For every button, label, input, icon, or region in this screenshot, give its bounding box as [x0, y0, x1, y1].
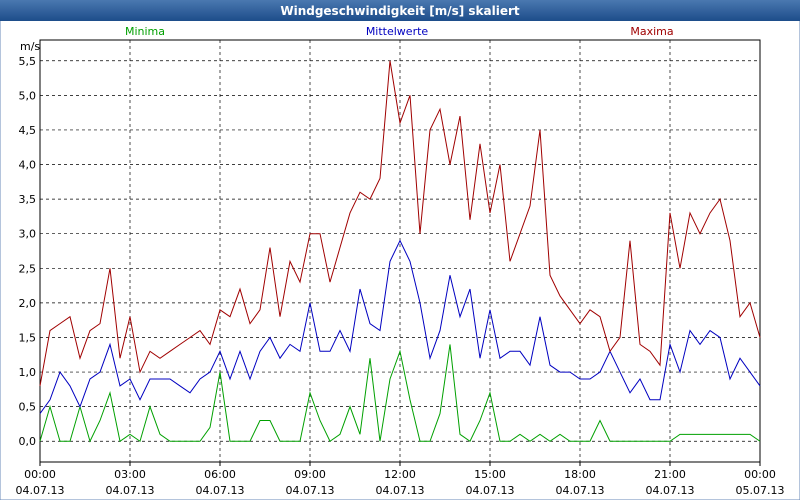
y-tick-label: 2,5 [19, 262, 37, 275]
x-tick-date: 04.07.13 [556, 484, 605, 497]
x-tick-date: 04.07.13 [16, 484, 65, 497]
x-tick-label: 06:00 [204, 468, 236, 481]
chart-title: Windgeschwindigkeit [m/s] skaliert [280, 4, 520, 18]
series-line [39, 60, 761, 386]
y-tick-label: 0,5 [19, 401, 37, 414]
x-tick-date: 04.07.13 [106, 484, 155, 497]
x-tick-label: 00:00 [744, 468, 776, 481]
y-tick-label: 3,5 [19, 193, 37, 206]
y-tick-label: 5,0 [19, 89, 37, 102]
series-line [39, 344, 761, 443]
x-tick-label: 00:00 [24, 468, 56, 481]
x-tick-date: 04.07.13 [286, 484, 335, 497]
series-line [39, 239, 761, 414]
legend-label: Mittelwerte [366, 25, 429, 38]
y-tick-label: 4,0 [19, 159, 37, 172]
y-tick-label: 0,0 [19, 435, 37, 448]
legend-label: Maxima [630, 25, 673, 38]
y-tick-label: 2,0 [19, 297, 37, 310]
y-unit: m/s [20, 40, 40, 53]
title-bar [0, 0, 800, 21]
x-tick-label: 09:00 [294, 468, 326, 481]
x-tick-label: 12:00 [384, 468, 416, 481]
x-tick-label: 03:00 [114, 468, 146, 481]
x-tick-date: 05.07.13 [736, 484, 785, 497]
y-tick-label: 1,5 [19, 331, 37, 344]
legend-label: Minima [125, 25, 165, 38]
y-tick-label: 1,0 [19, 366, 37, 379]
x-tick-label: 21:00 [654, 468, 686, 481]
x-tick-date: 04.07.13 [196, 484, 245, 497]
x-tick-date: 04.07.13 [376, 484, 425, 497]
x-tick-label: 18:00 [564, 468, 596, 481]
y-tick-label: 3,0 [19, 228, 37, 241]
x-tick-date: 04.07.13 [466, 484, 515, 497]
y-tick-label: 5,5 [19, 55, 37, 68]
y-tick-label: 4,5 [19, 124, 37, 137]
x-tick-label: 15:00 [474, 468, 506, 481]
x-tick-date: 04.07.13 [646, 484, 695, 497]
